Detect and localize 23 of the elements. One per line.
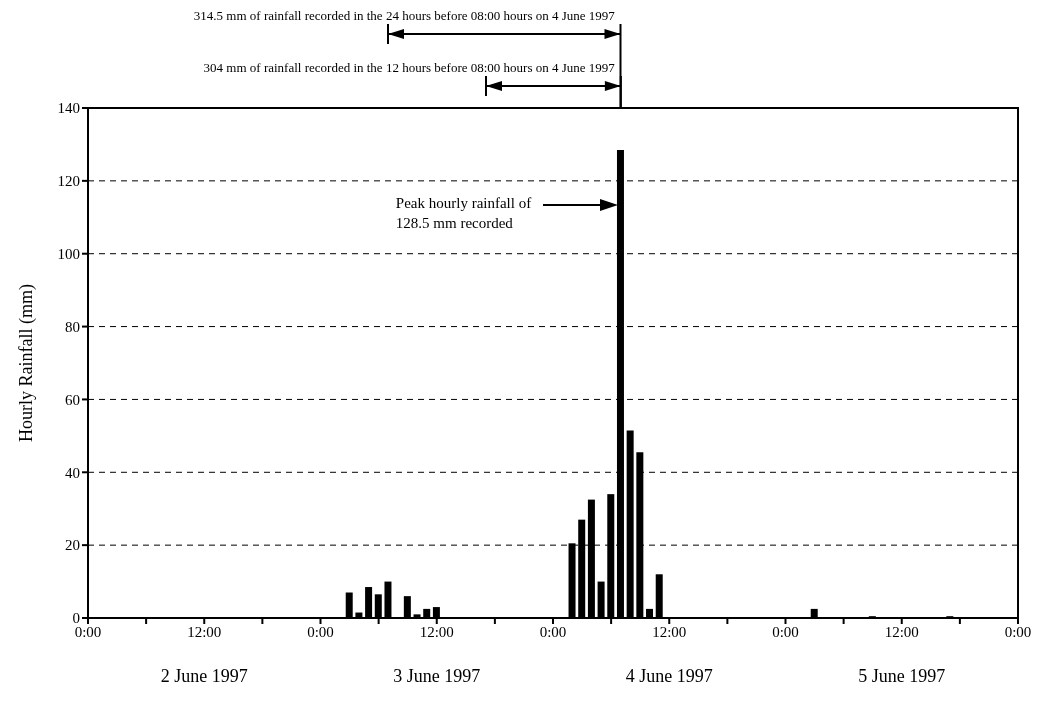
y-tick-label: 20 <box>65 537 80 554</box>
y-tick-label: 80 <box>65 318 80 335</box>
x-tick-label: 12:00 <box>652 623 687 640</box>
text: 304 mm of rainfall recorded in the 12 hours before 08:00 hours on 4 June 1997 <box>203 60 615 76</box>
y-tick-label: 40 <box>65 464 80 481</box>
text: 4 June 1997 <box>624 666 714 687</box>
x-tick-label: 0:00 <box>307 623 334 640</box>
x-tick-label: 12:00 <box>419 623 454 640</box>
text: 2 June 1997 <box>159 666 249 687</box>
y-tick-label: 120 <box>57 173 80 190</box>
x-tick-label: 0:00 <box>539 623 567 640</box>
x-tick-label: 12:00 <box>884 623 919 640</box>
y-tick-label: 140 <box>57 100 80 117</box>
annotation: Peak hourly rainfall of 128.5 mm recorded <box>395 193 533 233</box>
text: 5 June 1997 <box>857 666 947 687</box>
y-axis-title: Hourly Rainfall (mm) <box>16 284 38 442</box>
text: 3 June 1997 <box>392 666 482 687</box>
x-tick-label: 0:00 <box>1004 623 1032 640</box>
y-tick-label: 60 <box>65 391 80 408</box>
x-tick-label: 0:00 <box>772 623 799 640</box>
x-tick-label: 12:00 <box>187 623 222 640</box>
text: 314.5 mm of rainfall recorded in the 24 hours before 08:00 hours on 4 June 1997 <box>193 8 615 24</box>
y-tick-label: 100 <box>57 246 80 263</box>
